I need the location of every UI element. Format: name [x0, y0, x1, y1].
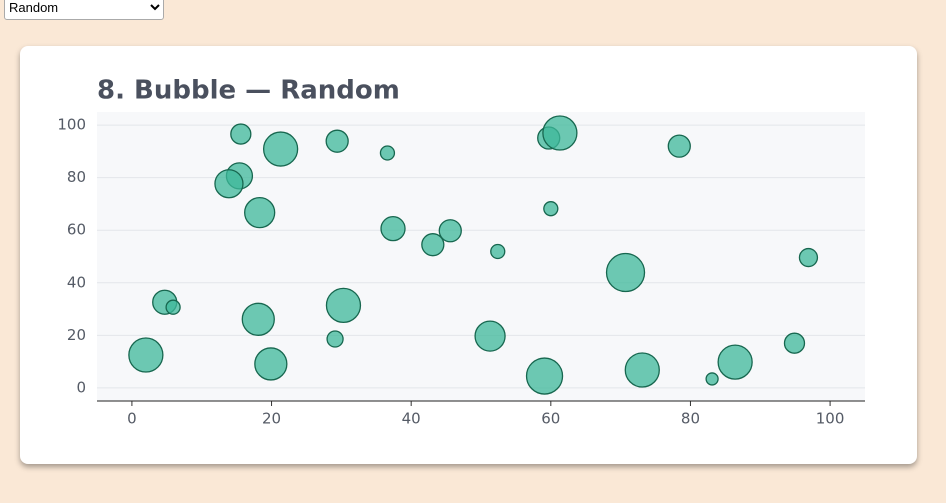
bubble [379, 145, 396, 161]
bubble [325, 129, 349, 153]
bubble [326, 330, 344, 348]
bubble [230, 123, 252, 145]
y-tick-label: 100 [57, 116, 86, 134]
bubble [421, 233, 445, 257]
bubble [380, 216, 406, 242]
x-tick-label: 0 [127, 410, 137, 428]
bubble [705, 372, 719, 386]
bubble [474, 320, 506, 352]
bubble [543, 201, 559, 217]
x-tick-label: 60 [541, 410, 560, 428]
bubble [128, 337, 164, 373]
y-tick-label: 80 [67, 168, 86, 186]
bubble [262, 131, 299, 167]
y-tick-label: 0 [76, 378, 86, 396]
bubble [244, 196, 276, 229]
y-tick-label: 20 [67, 326, 86, 344]
bubble [783, 332, 806, 354]
bubble [490, 243, 506, 260]
bubble [667, 134, 691, 158]
y-tick-label: 60 [67, 221, 86, 239]
bubble [438, 219, 462, 243]
bubble [605, 252, 646, 293]
x-tick-label: 80 [681, 410, 700, 428]
bubble [525, 357, 564, 395]
bubble [241, 302, 275, 336]
x-tick-label: 20 [262, 410, 281, 428]
bubble [624, 352, 660, 388]
x-tick-label: 100 [816, 410, 845, 428]
dataset-select[interactable]: Random [4, 0, 164, 20]
bubble [717, 344, 753, 380]
bubble [254, 347, 288, 381]
x-tick-label: 40 [402, 410, 421, 428]
chart-title: 8. Bubble — Random [97, 76, 400, 106]
y-tick-label: 40 [67, 273, 86, 291]
bubble [325, 287, 362, 324]
bubble [542, 115, 578, 151]
bubble [214, 169, 244, 199]
bubble [798, 247, 819, 268]
bubble [165, 299, 181, 315]
